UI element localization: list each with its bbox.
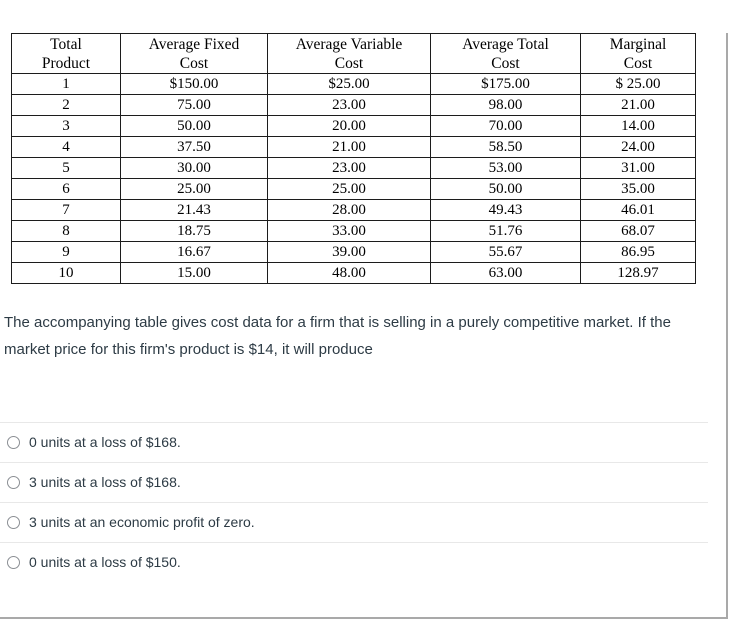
table-cell: 20.00 (267, 115, 431, 137)
table-row: 1 $150.00 $25.00 $175.00 $ 25.00 (11, 73, 696, 95)
table-cell: 23.00 (267, 157, 431, 179)
table-cell: 63.00 (430, 262, 581, 284)
table-cell: 24.00 (580, 136, 696, 158)
table-row: 9 16.67 39.00 55.67 86.95 (11, 241, 696, 263)
table-cell: 9 (11, 241, 121, 263)
table-cell: 10 (11, 262, 121, 284)
table-cell: 86.95 (580, 241, 696, 263)
column-header: Average Total Cost (430, 33, 581, 74)
table-row: 10 15.00 48.00 63.00 128.97 (11, 262, 696, 284)
table-cell: 50.00 (120, 115, 268, 137)
table-row: 6 25.00 25.00 50.00 35.00 (11, 178, 696, 200)
table-cell: $ 25.00 (580, 73, 696, 95)
table-row: 5 30.00 23.00 53.00 31.00 (11, 157, 696, 179)
table-cell: $150.00 (120, 73, 268, 95)
table-cell: 18.75 (120, 220, 268, 242)
table-cell: 50.00 (430, 178, 581, 200)
table-cell: 25.00 (267, 178, 431, 200)
table-cell: 6 (11, 178, 121, 200)
radio-button-icon[interactable] (7, 436, 20, 449)
table-cell: 5 (11, 157, 121, 179)
question-text: The accompanying table gives cost data f… (4, 314, 671, 358)
table-cell: 48.00 (267, 262, 431, 284)
radio-button-icon[interactable] (7, 516, 20, 529)
table-cell: 2 (11, 94, 121, 116)
option-label: 3 units at a loss of $168. (29, 474, 181, 490)
table-cell: 58.50 (430, 136, 581, 158)
answer-option[interactable]: 0 units at a loss of $168. (0, 422, 708, 462)
table-cell: 8 (11, 220, 121, 242)
table-cell: 3 (11, 115, 121, 137)
table-cell: 21.00 (580, 94, 696, 116)
table-cell: 14.00 (580, 115, 696, 137)
table-cell: 98.00 (430, 94, 581, 116)
table-row: 7 21.43 28.00 49.43 46.01 (11, 199, 696, 221)
table-row: 8 18.75 33.00 51.76 68.07 (11, 220, 696, 242)
option-label: 3 units at an economic profit of zero. (29, 514, 255, 530)
table-cell: 49.43 (430, 199, 581, 221)
table-cell: 55.67 (430, 241, 581, 263)
table-cell: 53.00 (430, 157, 581, 179)
table-cell: 37.50 (120, 136, 268, 158)
table-cell: 46.01 (580, 199, 696, 221)
answer-option[interactable]: 3 units at a loss of $168. (0, 462, 708, 502)
table-cell: 35.00 (580, 178, 696, 200)
answer-option[interactable]: 0 units at a loss of $150. (0, 542, 708, 582)
column-header: Average Fixed Cost (120, 33, 268, 74)
option-label: 0 units at a loss of $168. (29, 434, 181, 450)
table-cell: 21.43 (120, 199, 268, 221)
table-cell: 39.00 (267, 241, 431, 263)
table-cell: 28.00 (267, 199, 431, 221)
table-cell: 31.00 (580, 157, 696, 179)
table-cell: 68.07 (580, 220, 696, 242)
table-cell: 4 (11, 136, 121, 158)
answer-option[interactable]: 3 units at an economic profit of zero. (0, 502, 708, 542)
cost-data-table: Total Product Average Fixed Cost Average V… (11, 33, 696, 284)
table-cell: 33.00 (267, 220, 431, 242)
table-cell: $25.00 (267, 73, 431, 95)
table-cell: 70.00 (430, 115, 581, 137)
table-row: 4 37.50 21.00 58.50 24.00 (11, 136, 696, 158)
table-cell: 7 (11, 199, 121, 221)
table-cell: 128.97 (580, 262, 696, 284)
option-label: 0 units at a loss of $150. (29, 554, 181, 570)
table-cell: 1 (11, 73, 121, 95)
radio-button-icon[interactable] (7, 556, 20, 569)
table-cell: 16.67 (120, 241, 268, 263)
table-cell: 21.00 (267, 136, 431, 158)
column-header: Total Product (11, 33, 121, 74)
column-header: Marginal Cost (580, 33, 696, 74)
table-cell: 51.76 (430, 220, 581, 242)
table-cell: 30.00 (120, 157, 268, 179)
cost-table-body: 1 $150.00 $25.00 $175.00 $ 25.00 2 75.00 23.00 9… (11, 73, 696, 284)
table-row: 2 75.00 23.00 98.00 21.00 (11, 94, 696, 116)
table-cell: 15.00 (120, 262, 268, 284)
table-cell: 23.00 (267, 94, 431, 116)
quiz-question-panel: Total Product Average Fixed Cost Average V… (0, 33, 728, 619)
options-list: 0 units at a loss of $168. 3 units at a l… (0, 422, 708, 582)
column-header: Average Variable Cost (267, 33, 431, 74)
table-cell: 75.00 (120, 94, 268, 116)
table-cell: $175.00 (430, 73, 581, 95)
table-row: 3 50.00 20.00 70.00 14.00 (11, 115, 696, 137)
table-cell: 25.00 (120, 178, 268, 200)
cost-table-header-row: Total Product Average Fixed Cost Average V… (11, 33, 696, 74)
radio-button-icon[interactable] (7, 476, 20, 489)
